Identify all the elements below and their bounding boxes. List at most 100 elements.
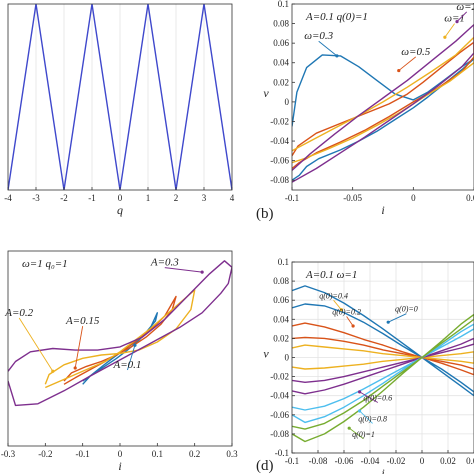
y-tick-label: -0.04 [270, 391, 289, 401]
annotation-arrow [164, 267, 203, 273]
annotation-label: A=0.15 [65, 315, 100, 327]
x-tick-label: -0.04 [361, 456, 380, 466]
axes-frame [7, 250, 233, 447]
x-axis-label: i [118, 459, 121, 473]
annotation-arrowhead [200, 270, 204, 274]
x-tick-label: 0 [118, 449, 123, 459]
panel-parameters: A=0.1 q(0)=1 [305, 11, 368, 23]
annotation-label: ω=1 [444, 13, 465, 25]
annotation-arrowhead [351, 324, 355, 328]
chart-panel-d: -0.1 -0.08 -0.06 -0.04 -0.02 0 0.02 0.04 -0.1 -0.… [263, 257, 474, 474]
annotation-label: ω=0.3 [304, 30, 333, 42]
y-tick-label: 0.02 [273, 77, 289, 87]
annotation-label: q(0)=1 [352, 430, 375, 439]
y-tick-label: 0.08 [273, 19, 289, 29]
panel-label-d: (d) [256, 458, 274, 474]
annotation-arrowhead [358, 390, 362, 394]
x-tick-label: 0 [420, 456, 425, 466]
annotation-label: A=0.3 [150, 257, 179, 269]
series-d-5 [292, 313, 474, 443]
x-tick-label: -0.2 [38, 449, 52, 459]
x-tick-label: -0.02 [387, 456, 406, 466]
series-d-1 [292, 322, 474, 376]
y-tick-label: -0.06 [270, 410, 289, 420]
x-tick-label: 0.1 [152, 449, 163, 459]
annotation-arrow [359, 410, 373, 424]
annotation-label: A=0.1 [113, 359, 142, 371]
plot-area [8, 4, 232, 190]
series-b-0 [292, 54, 474, 181]
y-tick-label: 0.02 [273, 333, 289, 343]
annotation-label: ω=2 [456, 1, 474, 13]
x-tick-label: -0.1 [285, 456, 299, 466]
annotation-label: q(0)=0.6 [363, 393, 392, 402]
annotation-arrow [359, 391, 379, 403]
series-c-3 [8, 260, 232, 407]
y-tick-label: -0.08 [270, 175, 289, 185]
x-tick-label: -0.3 [1, 449, 16, 459]
annotation-label: q(0)=0 [395, 305, 418, 314]
chart-panel-c: -0.3 -0.2 -0.1 0 0.1 0.2 0.3 i ω=1 q₀=1 A=0.3 A=0.… [1, 250, 238, 473]
series-d-3 [292, 337, 474, 395]
y-tick-label: -0.08 [270, 429, 289, 439]
annotation-arrowhead [347, 426, 351, 430]
chart-panel-a: -4 -3 -2 -1 0 1 2 3 4 q [4, 3, 235, 217]
x-tick-label: 0.05 [466, 193, 474, 203]
annotation-label: ω=0.5 [401, 46, 430, 58]
annotation-arrow [444, 23, 455, 38]
x-axis-label: i [381, 203, 384, 217]
annotation-arrow [346, 316, 354, 327]
plot-area [292, 262, 474, 453]
plot-area [8, 260, 232, 407]
y-tick-label: 0.04 [273, 58, 289, 68]
annotation-arrow [456, 11, 468, 22]
annotation-arrowhead [335, 54, 339, 58]
x-tick-label: 4 [230, 193, 235, 203]
annotation-arrow [18, 317, 54, 372]
series-a-0 [8, 4, 232, 190]
series-b-3 [292, 23, 474, 183]
panel-label-b: (b) [256, 206, 274, 222]
series-d-0 [292, 285, 474, 397]
x-axis-label: i [381, 466, 384, 474]
annotation-arrowhead [73, 366, 77, 370]
y-tick-label: 0.06 [273, 295, 289, 305]
annotation-arrowhead [51, 369, 55, 373]
y-tick-label: 0.06 [273, 38, 289, 48]
annotation-label: q(0)=0.8 [358, 414, 387, 423]
annotation-arrow [398, 56, 417, 71]
x-tick-label: -3 [32, 193, 40, 203]
y-tick-label: -0.1 [275, 448, 289, 458]
x-tick-label: 0.02 [440, 456, 456, 466]
y-tick-label: 0.1 [278, 257, 289, 267]
x-tick-label: -2 [60, 193, 68, 203]
panel-parameters: ω=1 q₀=1 [22, 258, 68, 270]
series-d-4 [292, 323, 474, 424]
annotation-arrow [348, 427, 364, 440]
y-axis-label: v [263, 347, 269, 361]
annotation-label: q(0)=0.2 [332, 308, 361, 317]
annotation-arrowhead [133, 343, 137, 347]
y-tick-label: 0 [285, 353, 290, 363]
series-c-0 [82, 312, 159, 385]
y-axis-label: v [263, 86, 269, 100]
annotation-arrow [318, 40, 338, 57]
x-tick-label: -4 [4, 193, 12, 203]
annotation-arrowhead [386, 320, 390, 324]
x-tick-label: 0 [118, 193, 123, 203]
x-tick-label: 2 [174, 193, 179, 203]
x-tick-label: -1 [88, 193, 96, 203]
x-tick-label: 1 [146, 193, 151, 203]
annotation-arrowhead [397, 68, 401, 73]
x-tick-label: -0.05 [343, 193, 362, 203]
annotation-arrowhead [443, 35, 447, 39]
x-tick-label: 0.04 [466, 456, 474, 466]
x-tick-label: 0.2 [189, 449, 200, 459]
x-tick-label: 0.3 [226, 449, 238, 459]
x-tick-label: 0 [411, 193, 416, 203]
axes-frame [291, 3, 474, 191]
y-tick-label: 0.08 [273, 276, 289, 286]
x-tick-label: -0.08 [309, 456, 328, 466]
annotation-arrow [388, 313, 407, 323]
annotation-arrow [74, 326, 84, 369]
